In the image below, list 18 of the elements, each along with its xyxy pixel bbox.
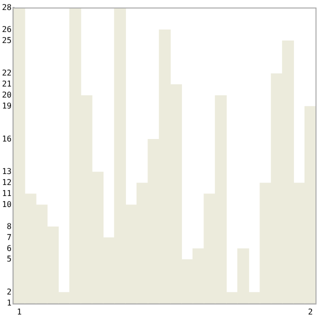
- y-tick-label: 16: [2, 134, 12, 144]
- y-tick-label: 13: [2, 167, 12, 176]
- y-tick-label: 25: [2, 36, 12, 45]
- y-tick-label: 1: [6, 298, 12, 308]
- y-tick-label: 8: [6, 222, 12, 231]
- y-tick-label: 2: [6, 288, 12, 297]
- y-tick-label: 22: [2, 68, 12, 78]
- y-tick-label: 12: [2, 178, 12, 188]
- y-tick-label: 5: [6, 254, 12, 264]
- y-tick-label: 21: [2, 80, 12, 89]
- y-tick-label: 26: [2, 24, 12, 34]
- y-tick-label: 6: [6, 244, 12, 253]
- y-tick-label: 11: [2, 189, 12, 198]
- y-tick-label: 19: [2, 102, 12, 111]
- y-tick-label: 28: [2, 3, 12, 12]
- y-tick-label: 7: [6, 232, 12, 242]
- y-tick-label: 10: [2, 200, 12, 210]
- y-tick-label: 20: [2, 90, 12, 100]
